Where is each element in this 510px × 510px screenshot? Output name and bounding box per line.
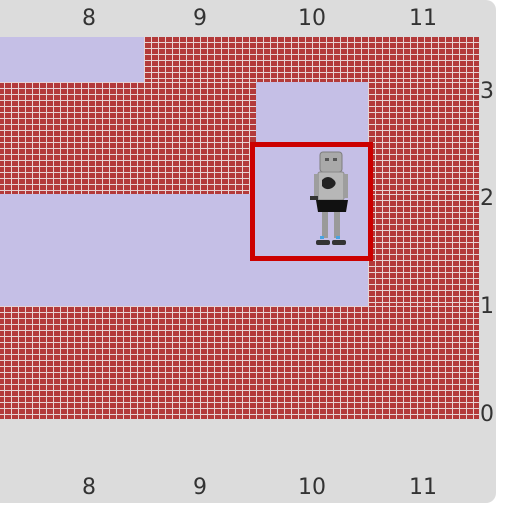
row-label: 3: [480, 79, 494, 104]
col-label-top: 11: [409, 6, 437, 31]
game-grid: [0, 37, 479, 470]
col-label-bottom: 10: [298, 475, 326, 500]
col-label-top: 9: [193, 6, 207, 31]
wall-tile: [256, 37, 369, 83]
col-label-top: 10: [298, 6, 326, 31]
col-label-bottom: 8: [82, 475, 96, 500]
wall-tile: [32, 82, 145, 195]
wall-tile: [144, 82, 257, 195]
col-label-top: 8: [82, 6, 96, 31]
col-label-bottom: 11: [409, 475, 437, 500]
col-label-bottom: 9: [193, 475, 207, 500]
floor-tile: [32, 37, 145, 83]
wall-tile: [144, 306, 257, 419]
wall-tile: [0, 82, 33, 195]
wall-tile: [144, 37, 257, 83]
floor-tile: [0, 194, 33, 307]
floor-tile: [144, 194, 257, 307]
wall-tile: [368, 37, 479, 83]
row-label: 1: [480, 294, 494, 319]
robot-icon: [300, 150, 360, 250]
wall-tile: [368, 306, 479, 419]
floor-tile: [0, 37, 33, 83]
wall-tile: [368, 82, 479, 195]
wall-tile: [368, 194, 479, 307]
floor-tile: [32, 194, 145, 307]
row-label: 0: [480, 402, 494, 427]
row-label: 2: [480, 186, 494, 211]
agent-cell-highlight: [250, 142, 373, 261]
wall-tile: [32, 306, 145, 419]
wall-tile: [256, 306, 369, 419]
wall-tile: [0, 306, 33, 419]
